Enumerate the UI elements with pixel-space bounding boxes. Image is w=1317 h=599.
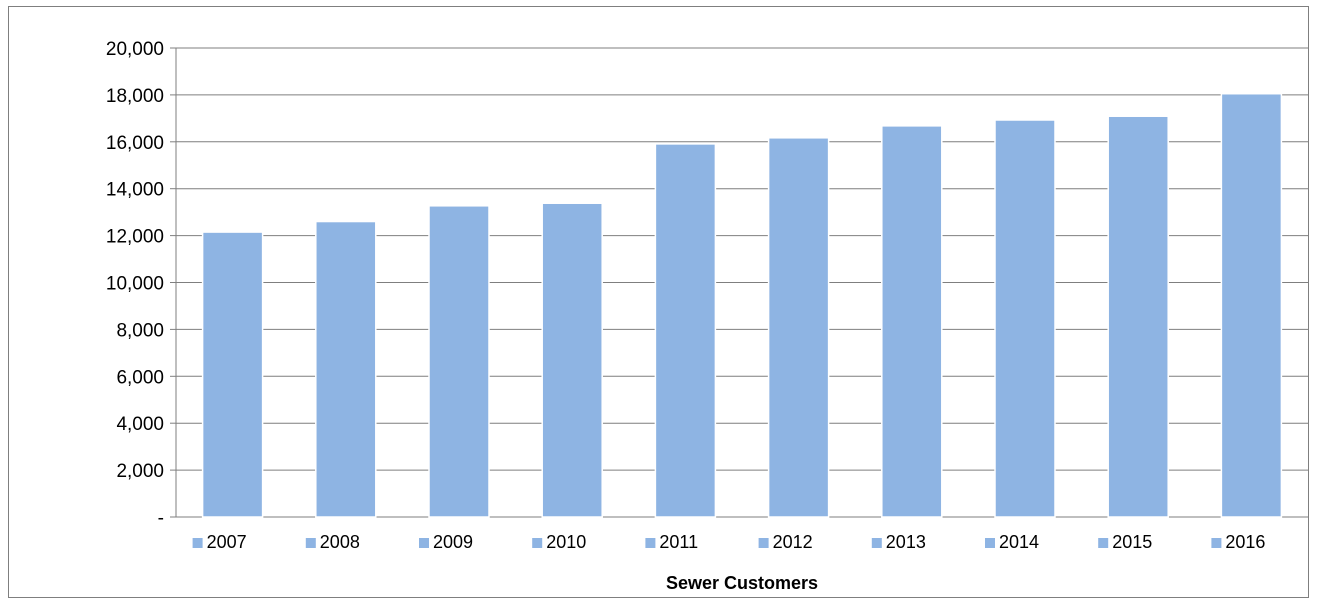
y-tick-label: 4,000	[116, 414, 164, 435]
legend-label-2014: 2014	[999, 532, 1039, 552]
y-tick-label: 10,000	[106, 274, 164, 295]
y-tick-label: 14,000	[106, 180, 164, 201]
y-tick-label: 16,000	[106, 133, 164, 154]
legend-label-2015: 2015	[1112, 532, 1152, 552]
legend-swatch	[871, 538, 882, 548]
bars	[201, 92, 1283, 518]
legend-swatch	[192, 538, 203, 548]
legend-swatch	[532, 538, 543, 548]
y-tick-label: -	[158, 508, 164, 529]
bar-2007	[201, 231, 264, 518]
y-axis-tick-labels: - 2,000 4,000 6,000 8,000 10,000 12,000 14,000 1…	[106, 39, 164, 529]
bar-2015	[1107, 115, 1169, 518]
legend-swatch	[1098, 538, 1109, 548]
legend-label-2016: 2016	[1225, 532, 1265, 552]
bar-2012	[767, 137, 830, 518]
bar-2008	[315, 220, 377, 518]
legend-label-2007: 2007	[207, 532, 247, 552]
y-tick-label: 12,000	[106, 227, 164, 248]
bar-2010	[541, 202, 603, 518]
x-axis-title: Sewer Customers	[666, 573, 818, 593]
bar-2009	[428, 205, 490, 518]
legend-label-2013: 2013	[886, 532, 926, 552]
legend-label-2009: 2009	[433, 532, 473, 552]
legend-label-2010: 2010	[546, 532, 586, 552]
legend-swatch	[419, 538, 429, 548]
bar-2014	[994, 119, 1056, 518]
y-tick-label: 2,000	[116, 461, 164, 482]
bar-2013	[881, 125, 943, 518]
bar-2016	[1220, 92, 1283, 518]
y-tick-label: 18,000	[106, 86, 164, 107]
legend-swatch	[1211, 538, 1222, 548]
legend-swatch	[305, 538, 316, 548]
y-tick-label: 6,000	[116, 367, 164, 388]
legend-swatch	[985, 538, 995, 548]
legend-label-2008: 2008	[320, 532, 360, 552]
legend-swatch	[758, 538, 769, 548]
legend-swatch	[645, 538, 656, 548]
legend-label-2012: 2012	[773, 532, 813, 552]
y-tick-label: 20,000	[106, 39, 164, 60]
y-tick-label: 8,000	[116, 320, 164, 341]
legend: 2007 2008 2009 2010 2011 2012 2013 2014 2015 2016	[192, 532, 1265, 552]
legend-label-2011: 2011	[659, 532, 698, 552]
bar-2011	[654, 143, 717, 518]
